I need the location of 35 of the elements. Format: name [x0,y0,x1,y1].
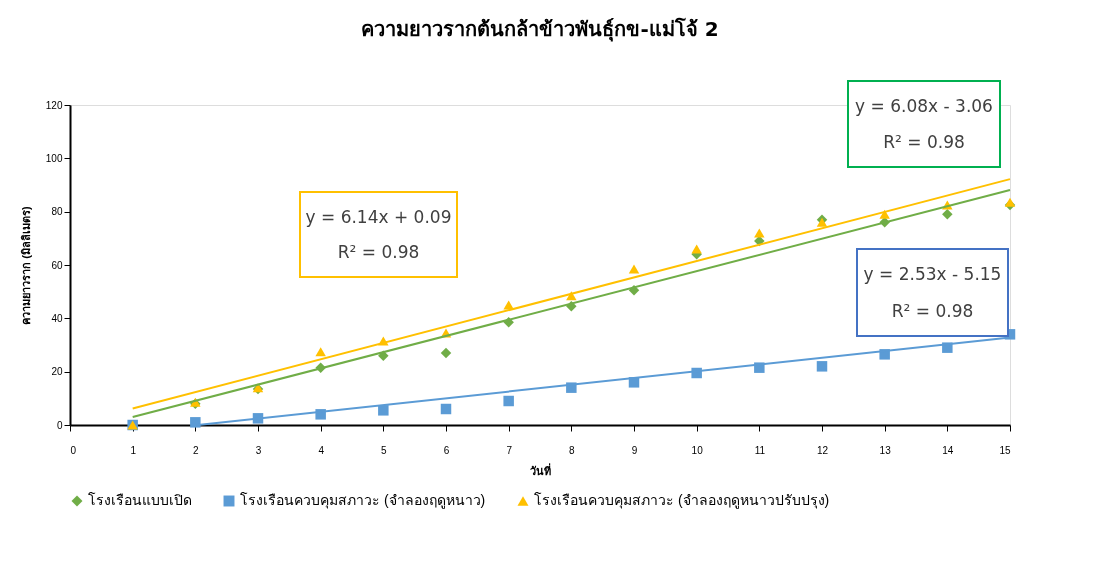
x-tick-label: 15 [999,444,1011,456]
x-tick-label: 0 [70,444,77,456]
y-tick-label: 60 [51,259,63,271]
annotation: y = 6.08x - 3.06 [855,95,993,116]
x-tick-label: 12 [816,444,829,456]
x-axis-title: วันที่ [530,462,551,477]
legend-label: โรงเรือนควบคุมสภาวะ (จำลองฤดูหนาวปรับปรุง) [534,492,830,509]
x-tick-label: 2 [193,444,200,456]
x-tick-label: 13 [879,444,892,456]
x-tick-label: 7 [506,444,513,456]
x-tick-label: 10 [691,444,704,456]
annotation: y = 2.53x - 5.15 [863,264,1002,285]
chart-title: ความยาวรากต้นกล้าข้าวพันธุ์กข-แม่โจ้ 2 [361,17,719,42]
y-tick-label: 80 [51,206,63,218]
annotation: y = 6.14x + 0.09 [305,206,452,227]
y-tick-label: 20 [51,366,63,378]
x-tick-label: 14 [942,444,954,456]
x-tick-label: 9 [631,444,638,456]
x-tick-label: 8 [569,444,576,456]
x-tick-label: 3 [255,444,262,456]
legend-label: โรงเรือนควบคุมสภาวะ (จำลองฤดูหนาว) [240,492,486,509]
y-tick-label: 0 [56,419,63,431]
y-tick-label: 40 [51,312,63,324]
legend-label: โรงเรือนแบบเปิด [88,492,192,508]
x-tick-label: 1 [130,444,137,456]
x-tick-label: 11 [754,444,766,456]
y-tick-label: 120 [45,99,63,111]
x-tick-label: 6 [443,444,450,456]
x-tick-label: 5 [381,444,388,456]
x-tick-label: 4 [318,444,325,456]
annotation: R² = 0.98 [891,300,974,321]
y-tick-label: 100 [45,152,63,164]
annotation: R² = 0.98 [337,242,420,263]
annotation: R² = 0.98 [883,131,965,152]
y-axis-title: ความยาวราก (มิลลิเมตร) [19,205,32,325]
